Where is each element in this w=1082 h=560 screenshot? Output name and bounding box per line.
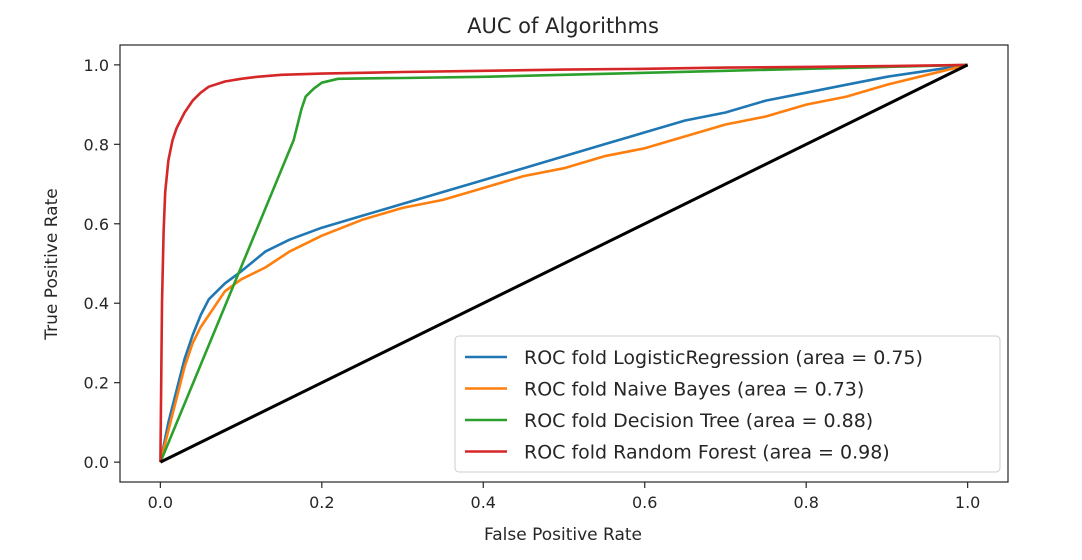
legend-label-0: ROC fold LogisticRegression (area = 0.75… bbox=[524, 347, 923, 369]
x-axis-label: False Positive Rate bbox=[484, 525, 642, 545]
plot-frame bbox=[119, 44, 1009, 483]
legend-label-3: ROC fold Random Forest (area = 0.98) bbox=[524, 442, 890, 464]
legend-label-2: ROC fold Decision Tree (area = 0.88) bbox=[524, 410, 873, 432]
x-tick-label-4: 0.8 bbox=[793, 493, 818, 512]
x-tick-label-3: 0.6 bbox=[632, 493, 657, 512]
series-line-1 bbox=[159, 63, 968, 463]
y-axis-label: True Positive Rate bbox=[42, 188, 62, 340]
x-tick-label-1: 0.2 bbox=[309, 493, 334, 512]
series-line-0 bbox=[159, 63, 968, 463]
diagonal-reference-line bbox=[159, 63, 969, 464]
y-tick-label-5: 1.0 bbox=[84, 56, 109, 75]
chart-title: AUC of Algorithms bbox=[467, 14, 659, 38]
y-tick-label-1: 0.2 bbox=[84, 374, 109, 393]
x-tick-label-0: 0.0 bbox=[148, 493, 173, 512]
legend-label-1: ROC fold Naive Bayes (area = 0.73) bbox=[524, 379, 864, 401]
series-line-2 bbox=[159, 63, 968, 463]
y-tick-label-3: 0.6 bbox=[84, 215, 109, 234]
y-tick-label-2: 0.4 bbox=[84, 294, 109, 313]
y-tick-label-4: 0.8 bbox=[84, 135, 109, 154]
x-tick-label-5: 1.0 bbox=[955, 493, 980, 512]
legend-box bbox=[454, 335, 1001, 473]
x-tick-label-2: 0.4 bbox=[471, 493, 496, 512]
y-tick-label-0: 0.0 bbox=[84, 453, 109, 472]
series-line-3 bbox=[159, 63, 968, 463]
